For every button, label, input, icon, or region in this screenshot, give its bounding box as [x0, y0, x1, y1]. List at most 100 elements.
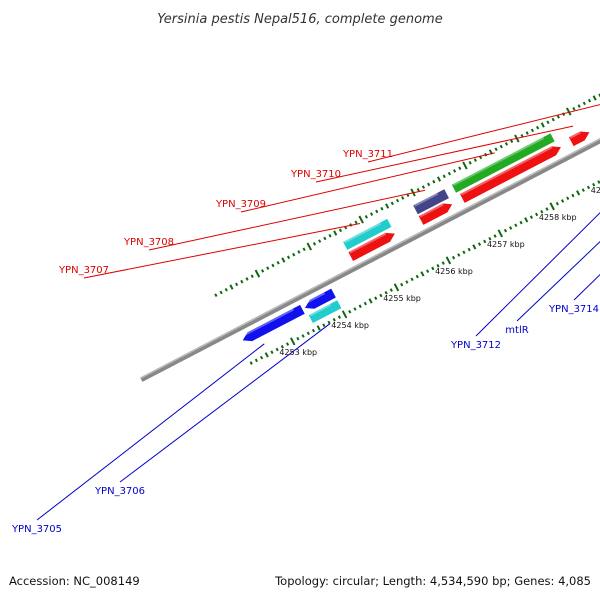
tick-mark	[566, 107, 572, 116]
tick-mark	[416, 188, 420, 192]
tick-mark	[582, 101, 586, 106]
tick-mark	[296, 336, 300, 341]
accession-text: Accession: NC_008149	[9, 574, 140, 588]
tick-mark	[235, 282, 239, 287]
gene-feature	[460, 146, 561, 203]
gene-feature	[242, 304, 305, 342]
tick-mark	[276, 260, 280, 265]
tick-mark	[354, 220, 358, 225]
gene-feature-highlight	[419, 203, 444, 218]
tick-mark	[266, 266, 270, 270]
tick-mark	[306, 331, 310, 336]
tick-mark	[566, 196, 570, 201]
tick-mark	[467, 247, 471, 252]
tick-mark	[468, 161, 472, 165]
tick-mark	[311, 328, 316, 333]
tick-mark	[245, 277, 249, 281]
gene-leader-line	[516, 240, 600, 322]
tick-mark	[379, 293, 383, 298]
tick-mark	[400, 282, 404, 287]
tick-mark	[546, 120, 550, 125]
tick-mark	[524, 217, 529, 223]
gene-label: YPN_3705	[11, 524, 62, 535]
gene-feature	[568, 131, 590, 147]
tick-mark	[572, 106, 576, 111]
tick-mark	[280, 345, 284, 349]
tick-mark	[519, 220, 523, 225]
tick-mark	[592, 182, 596, 187]
tick-label: 4256 kbp	[435, 267, 473, 276]
gene-leader-line	[83, 223, 361, 279]
tick-mark	[363, 301, 367, 306]
tick-mark	[375, 209, 379, 214]
tick-mark	[390, 201, 394, 206]
labels-layer: 4253 kbp 4254 kbp 4255 kbp 4256 kbp 4257 kbp…	[11, 104, 600, 535]
map-rotated-group	[140, 0, 600, 382]
tick-mark	[240, 279, 244, 284]
tick-mark	[410, 277, 414, 282]
gene-feature-highlight	[349, 232, 387, 254]
map-title: Yersinia pestis Nepal516, complete genom…	[157, 12, 442, 27]
tick-mark	[260, 355, 264, 360]
tick-mark	[436, 176, 442, 182]
gene-feature	[308, 300, 342, 324]
tick-mark	[441, 261, 445, 265]
tick-mark	[549, 202, 555, 211]
tick-mark	[254, 269, 261, 278]
tick-mark	[261, 269, 265, 273]
tick-mark	[477, 242, 482, 246]
tick-label: 4254 kbp	[331, 321, 369, 330]
tick-mark	[447, 171, 451, 176]
tick-mark	[281, 257, 286, 263]
gene-leader-line	[148, 189, 426, 251]
tick-mark	[275, 347, 279, 352]
tick-mark	[318, 239, 322, 243]
tick-mark	[327, 320, 331, 325]
gene-feature-highlight	[241, 308, 294, 338]
tick-mark	[297, 250, 301, 254]
tick-mark	[285, 342, 290, 346]
genome-summary-text: Topology: circular; Length: 4,534,590 bp…	[274, 574, 591, 588]
tick-mark	[503, 228, 508, 233]
gene-label: YPN_3710	[290, 169, 341, 180]
tick-mark	[224, 287, 228, 292]
tick-mark	[462, 161, 468, 170]
tick-mark	[445, 256, 452, 265]
gene-leader-line	[119, 323, 331, 483]
tick-mark	[560, 199, 565, 203]
gene-leader-line	[367, 104, 600, 163]
tick-mark	[405, 280, 409, 284]
tick-mark	[353, 307, 357, 311]
backbone-line	[140, 0, 600, 382]
tick-mark	[358, 304, 362, 309]
tick-mark	[499, 144, 503, 149]
tick-mark	[289, 337, 296, 346]
tick-mark	[364, 215, 368, 219]
tick-mark	[551, 117, 555, 122]
tick-mark	[488, 236, 492, 241]
gene-leader-line	[475, 212, 600, 337]
tick-mark	[385, 203, 390, 209]
tick-mark	[348, 309, 352, 314]
tick-mark	[493, 234, 497, 238]
tick-mark	[395, 198, 400, 203]
tick-mark	[571, 193, 575, 198]
tick-mark	[540, 122, 545, 128]
tick-mark	[561, 112, 566, 116]
gene-feature-highlight	[569, 131, 581, 139]
tick-mark	[254, 358, 258, 363]
gene-feature	[451, 133, 555, 193]
gene-feature	[348, 232, 395, 261]
gene-label: YPN_3707	[58, 265, 109, 276]
tick-mark	[431, 266, 435, 271]
gene-label: YPN_3708	[123, 237, 174, 248]
tick-label: 4253 kbp	[279, 348, 317, 357]
tick-label: 4258 kbp	[539, 213, 577, 222]
tick-mark	[509, 226, 513, 230]
tick-mark	[369, 212, 374, 216]
tick-mark	[555, 201, 559, 206]
tick-mark	[587, 98, 592, 103]
tick-mark	[292, 252, 296, 257]
tick-mark	[581, 188, 585, 192]
gene-leader-line	[36, 343, 265, 521]
